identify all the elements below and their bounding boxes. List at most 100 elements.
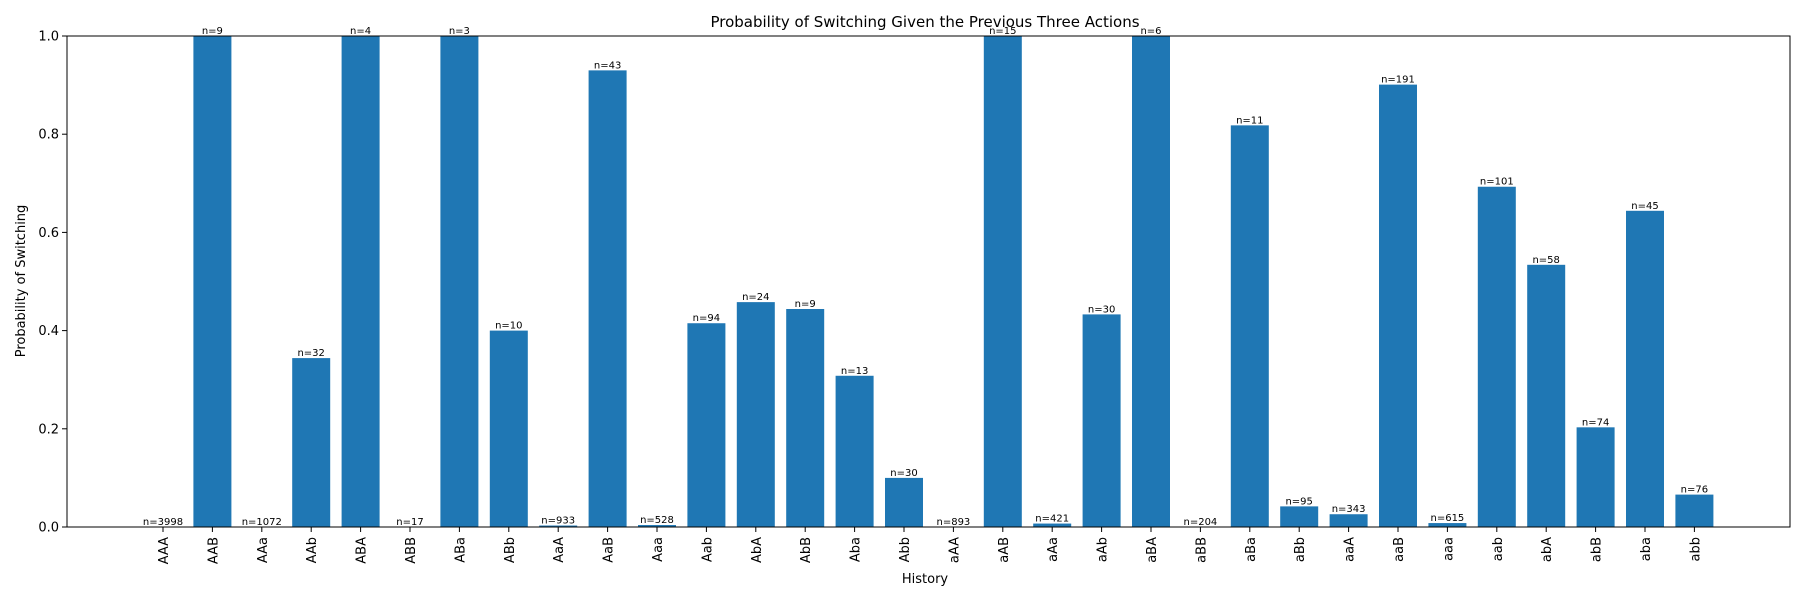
x-tick-label: ABa [453,537,468,563]
x-tick-label: aaB [1392,537,1407,562]
bar-aaA [1329,514,1368,527]
x-tick-label: Aab [700,537,715,562]
y-axis: 0.0 0.2 0.4 0.6 0.8 1.0 [38,30,67,536]
bar-count-label: n=11 [1236,115,1263,126]
bar-count-label: n=15 [989,26,1016,37]
bar-aab [1477,186,1516,527]
x-tick-label: AbA [750,537,765,563]
bar-aBb [1280,506,1319,527]
x-tick-label: aBb [1293,537,1308,562]
bar-count-label: n=6 [1140,26,1161,37]
bar-AbB [786,308,825,527]
bars-group [193,36,1714,528]
x-tick-label: AaB [602,537,617,563]
bar-count-label: n=13 [841,366,868,377]
bar-count-label: n=76 [1681,485,1708,496]
bar-count-label: n=95 [1285,496,1312,507]
bar-count-label: n=101 [1480,177,1514,188]
bar-count-label: n=45 [1631,201,1658,212]
x-tick-label: aBa [1244,537,1259,562]
bar-aaB [1379,84,1417,527]
chart-title: Probability of Switching Given the Previ… [710,13,1139,31]
bar-abb [1675,494,1714,527]
x-tick-label: aAB [997,537,1012,563]
x-tick-label: ABB [404,537,419,564]
bar-count-label: n=32 [297,348,324,359]
x-tick-label: AAa [256,537,271,563]
bar-count-label: n=9 [795,299,816,310]
bar-AaA [539,525,578,527]
bar-count-label: n=343 [1332,504,1366,515]
bar-count-label: n=1072 [242,517,282,528]
bar-count-label: n=30 [890,468,917,479]
bar-count-label: n=74 [1582,417,1609,428]
x-tick-label: Abb [898,537,913,562]
bar-abA [1527,264,1566,527]
x-tick-label: aab [1491,537,1506,561]
x-tick-label: AaA [552,537,567,563]
bar-ABA [341,36,380,527]
bar-count-label: n=17 [396,517,423,528]
bar-count-label: n=933 [541,516,575,527]
bar-aAb [1082,314,1121,527]
y-tick-label: 1.0 [38,30,59,45]
bar-ABb [489,330,528,527]
x-tick-label: AAA [157,537,172,565]
y-tick-label: 0.4 [38,324,59,339]
x-tick-label: aBA [1145,537,1160,563]
bar-AbA [736,302,775,527]
bar-aAa [1033,523,1072,527]
x-tick-label: abB [1590,537,1605,562]
x-tick-label: AbB [799,537,814,563]
x-tick-label: aAA [947,537,962,563]
plot-frame [66,35,1791,528]
bar-count-label: n=615 [1430,513,1464,524]
bar-count-label: n=4 [350,26,371,37]
bar-Aba [835,375,874,527]
y-axis-label: Probability of Switching [14,205,29,358]
x-tick-label: Aaa [651,537,666,562]
bar-Aab [687,323,726,527]
bar-aAB [983,36,1022,527]
bar-Abb [885,477,923,527]
x-tick-label: aaA [1343,537,1358,562]
x-tick-label: ABb [503,537,518,563]
bar-AaB [588,70,627,528]
bar-count-label: n=3998 [143,517,183,528]
bar-Aaa [638,525,676,527]
bar-aba [1626,210,1664,527]
bar-count-label: n=421 [1035,514,1069,525]
bar-count-label: n=30 [1088,304,1115,315]
x-tick-label: aba [1639,537,1654,561]
bar-aBA [1132,36,1170,527]
x-tick-label: aAa [1046,537,1061,562]
y-tick-label: 0.2 [38,422,59,437]
bar-count-label: n=94 [693,313,720,324]
y-tick-label: 0.0 [38,521,59,536]
x-axis: AAA AAB AAa AAb ABA ABB ABa ABb AaA AaB Aaa Aab AbA A… [157,527,1703,564]
bar-count-label: n=3 [449,26,470,37]
bar-count-label: n=58 [1532,255,1559,266]
bar-ABa [440,36,479,527]
bar-count-label: n=24 [742,292,769,303]
x-tick-label: aaa [1441,537,1456,561]
x-tick-label: aBB [1194,537,1209,563]
bar-AAb [292,358,331,527]
x-tick-label: abA [1540,537,1555,562]
bar-count-label: n=9 [202,26,223,37]
x-tick-label: AAB [206,537,221,564]
x-tick-label: Aba [849,537,864,562]
x-tick-label: abb [1688,537,1703,561]
bar-count-label: n=528 [640,515,674,526]
x-axis-label: History [902,572,949,587]
bar-AAB [193,36,232,527]
bar-labels-group: n=3998 n=9 n=1072 n=32 n=4 n=17 n=3 n=10 n=933 n=… [143,26,1708,528]
bar-count-label: n=191 [1381,75,1415,86]
bar-count-label: n=10 [495,321,522,332]
bar-aaa [1428,523,1467,527]
y-tick-label: 0.8 [38,128,59,143]
x-tick-label: aAb [1096,537,1111,562]
bar-aBa [1230,125,1269,527]
bar-abB [1576,427,1615,527]
